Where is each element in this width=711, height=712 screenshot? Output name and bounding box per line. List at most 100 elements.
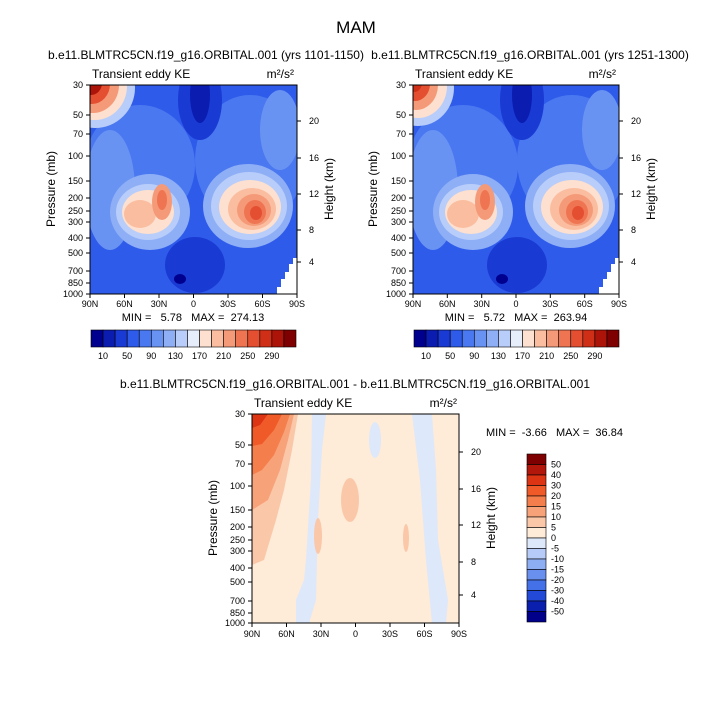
y-axis-right-label: Height (km) [644, 158, 658, 220]
colorbar-label: 50 [445, 351, 455, 361]
height-axis: 4 8 12 16 20 [297, 116, 319, 267]
contour-region [512, 85, 532, 123]
pressure-tick-label: 700 [68, 266, 83, 276]
colorbar-swatch [526, 453, 547, 465]
colorbar-swatch [526, 611, 547, 623]
colorbar-label: -5 [551, 544, 559, 554]
height-tick-label: 12 [471, 520, 481, 530]
height-tick-label: 4 [631, 257, 636, 267]
lat-tick-label: 30N [473, 299, 490, 309]
pressure-tick-label: 850 [68, 278, 83, 288]
contour-region [300, 414, 326, 623]
contour-region [412, 414, 448, 623]
colorbar-swatch [473, 329, 487, 348]
colorbar-swatch [526, 506, 547, 518]
height-tick-label: 12 [309, 189, 319, 199]
colorbar-swatch [526, 600, 547, 612]
height-tick-label: 8 [631, 225, 636, 235]
pressure-tick-label: 30 [73, 80, 83, 90]
topography-mask [599, 258, 619, 294]
colorbar-absolute-left: 10 50 90 130 170 210 250 290 [90, 329, 297, 361]
contour-region [403, 524, 409, 552]
colorbar-swatch [534, 329, 547, 348]
colorbar-label: 90 [146, 351, 156, 361]
colorbar-label: 50 [551, 460, 561, 470]
lat-tick-label: 60N [439, 299, 456, 309]
colorbar-swatch [526, 464, 547, 476]
pressure-tick-label: 500 [391, 248, 406, 258]
min-max-label: MIN = -3.66 MAX = 36.84 [486, 427, 623, 439]
contour-region [582, 90, 619, 170]
height-tick-label: 8 [309, 225, 314, 235]
lat-tick-label: 60S [254, 299, 270, 309]
height-tick-label: 16 [309, 153, 319, 163]
contour-region [314, 518, 322, 554]
pressure-tick-label: 700 [391, 266, 406, 276]
height-tick-label: 16 [631, 153, 641, 163]
panel-left-label: Transient eddy KE [254, 396, 352, 410]
contour-region [252, 414, 268, 428]
lat-tick-label: 90N [82, 299, 99, 309]
lat-tick-label: 0 [353, 629, 358, 639]
contour-region [165, 237, 225, 293]
colorbar-label: 130 [168, 351, 183, 361]
y-axis-label: Pressure (mb) [206, 480, 220, 556]
panel-title: b.e11.BLMTRC5CN.f19_g16.ORBITAL.001 (yrs… [371, 48, 689, 62]
pressure-tick-label: 50 [235, 440, 245, 450]
panel-title: b.e11.BLMTRC5CN.f19_g16.ORBITAL.001 - b.… [120, 377, 590, 391]
colorbar-swatch [546, 329, 560, 348]
colorbar-swatch [138, 329, 152, 348]
pressure-tick-label: 30 [396, 80, 406, 90]
lat-tick-label: 90S [611, 299, 627, 309]
colorbar-label: 290 [587, 351, 602, 361]
colorbar-swatch [199, 329, 212, 348]
colorbar-label: 210 [216, 351, 231, 361]
contour-region [341, 478, 359, 522]
colorbar-swatch [570, 329, 584, 348]
colorbar-swatch [114, 329, 128, 348]
panel-left-label: Transient eddy KE [92, 67, 190, 81]
pressure-tick-label: 100 [230, 481, 245, 491]
colorbar-label: 290 [264, 351, 279, 361]
latitude-axis: 90N 60N 30N 0 30S 60S 90S [405, 294, 627, 309]
pressure-tick-label: 250 [391, 206, 406, 216]
contour-region [447, 200, 479, 228]
colorbar-label: -30 [551, 586, 564, 596]
pressure-tick-label: 500 [230, 577, 245, 587]
colorbar-swatch [150, 329, 164, 348]
colorbar-label: -20 [551, 575, 564, 585]
colorbar-swatch [437, 329, 451, 348]
pressure-tick-label: 850 [230, 608, 245, 618]
pressure-tick-label: 200 [68, 193, 83, 203]
panel-title: b.e11.BLMTRC5CN.f19_g16.ORBITAL.001 (yrs… [48, 48, 364, 62]
colorbar-label: 170 [192, 351, 207, 361]
panel-top-left: b.e11.BLMTRC5CN.f19_g16.ORBITAL.001 (yrs… [44, 48, 364, 361]
lat-tick-label: 90S [289, 299, 305, 309]
pressure-tick-label: 700 [230, 596, 245, 606]
colorbar-swatch [510, 329, 523, 348]
colorbar-swatch [526, 569, 547, 581]
contour-region [124, 200, 156, 228]
colorbar-label: -40 [551, 596, 564, 606]
panel-bottom: b.e11.BLMTRC5CN.f19_g16.ORBITAL.001 - b.… [120, 377, 623, 639]
colorbar-label: 170 [515, 351, 530, 361]
pressure-tick-label: 300 [230, 546, 245, 556]
contour-region [480, 190, 490, 210]
pressure-tick-label: 200 [230, 522, 245, 532]
min-max-label: MIN = 5.72 MAX = 263.94 [445, 312, 587, 324]
colorbar-swatch [498, 329, 511, 348]
pressure-tick-label: 300 [391, 217, 406, 227]
colorbar-swatch [526, 537, 547, 549]
colorbar-label: 10 [421, 351, 431, 361]
height-tick-label: 8 [471, 557, 476, 567]
colorbar-label: -15 [551, 565, 564, 575]
pressure-axis: 30 50 70 100 150 200 250 300 400 500 700… [63, 80, 90, 299]
colorbar-swatch [526, 485, 547, 497]
colorbar-swatch [526, 579, 547, 591]
panel-left-label: Transient eddy KE [415, 67, 513, 81]
colorbar-swatch [425, 329, 439, 348]
pressure-tick-label: 850 [391, 278, 406, 288]
lat-tick-label: 30S [382, 629, 398, 639]
colorbar-swatch [187, 329, 200, 348]
